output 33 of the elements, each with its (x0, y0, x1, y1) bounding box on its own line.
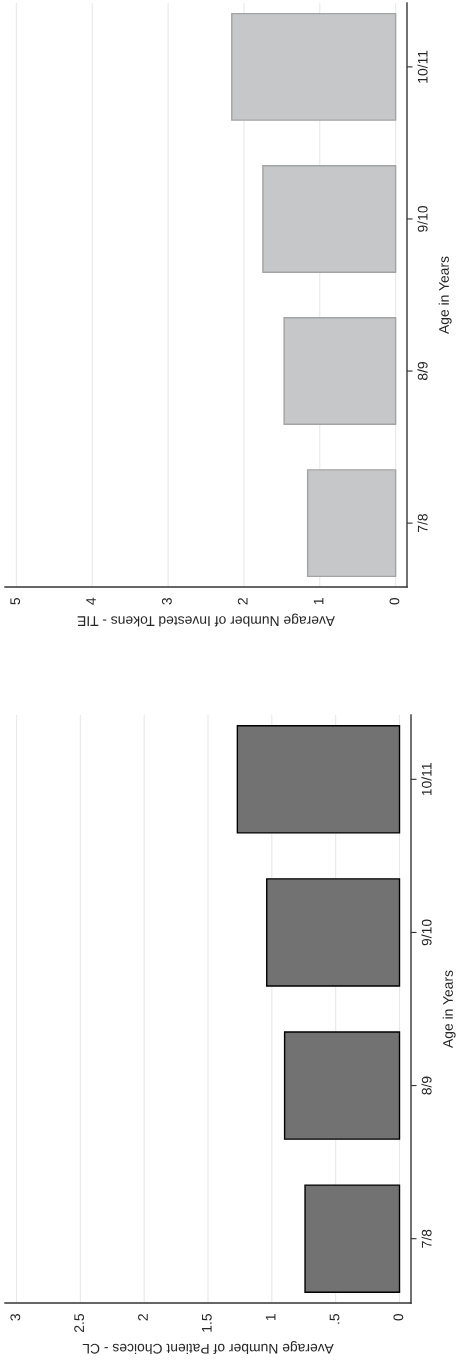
x-axis-title: Average Number of Patient Choices - CL (82, 1341, 334, 1354)
x-tick-label: 2 (237, 598, 248, 605)
y-axis-title: Age in Years (438, 256, 452, 334)
y-tick-label: 10/11 (417, 50, 428, 83)
x-tick-label: 0 (393, 1313, 404, 1321)
x-tick-label: 2.5 (74, 1314, 85, 1333)
y-axis-title: Age in Years (442, 970, 456, 1048)
x-axis-title: Average Number of Invested Tokens - TIE (77, 613, 335, 627)
bar (306, 469, 397, 578)
y-tick-label: 7/8 (421, 1229, 432, 1248)
x-tick-label: 5 (10, 598, 21, 605)
y-tick-label: 7/8 (417, 514, 428, 533)
x-tick-label: 3 (161, 598, 172, 605)
y-tick-label: 9/10 (421, 919, 432, 946)
bar (236, 725, 401, 834)
y-tick-label: 10/11 (421, 763, 432, 796)
bar (283, 1031, 401, 1140)
x-tick-label: 0 (389, 597, 400, 605)
x-tick-label: .5 (329, 1314, 340, 1324)
bar (231, 12, 397, 121)
x-tick-label: 4 (86, 597, 96, 605)
y-tick-label: 9/10 (417, 205, 428, 232)
y-tick-label: 8/9 (421, 1076, 432, 1095)
x-tick-label: 3 (10, 1314, 21, 1321)
x-tick-label: 2 (138, 1314, 148, 1321)
bar (304, 1184, 401, 1293)
x-tick-label: 1.5 (202, 1314, 212, 1332)
bar (262, 165, 397, 273)
x-tick-label: 1 (265, 1314, 276, 1321)
y-tick-label: 8/9 (417, 362, 428, 381)
bar (283, 317, 397, 425)
x-tick-label: 1 (313, 598, 324, 605)
bar (266, 878, 401, 987)
